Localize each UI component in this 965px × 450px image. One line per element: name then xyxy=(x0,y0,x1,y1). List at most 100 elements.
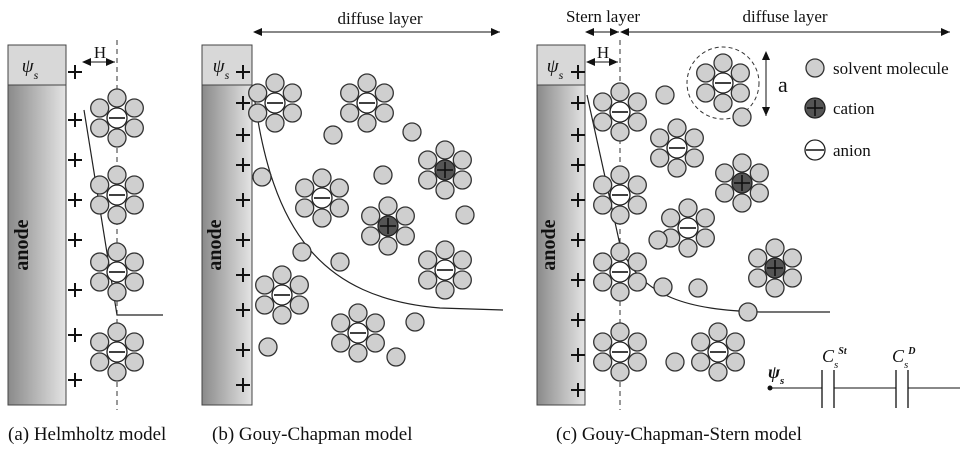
solvent-molecule xyxy=(373,165,393,185)
solvent-molecule xyxy=(610,165,630,185)
solvent-molecule xyxy=(289,275,309,295)
solvent-molecule xyxy=(782,248,802,268)
plus-charge xyxy=(236,268,250,282)
solvent-molecule xyxy=(696,83,716,103)
plus-charge xyxy=(571,65,585,79)
solvent-molecule xyxy=(713,53,733,73)
solvent-molecule xyxy=(255,275,275,295)
solvent-molecule xyxy=(418,250,438,270)
solvent-molecule xyxy=(405,312,425,332)
solvent-molecule xyxy=(732,153,752,173)
plus-charge xyxy=(236,158,250,172)
solvated-anion xyxy=(661,198,715,258)
panel-b-gouy-chapman: ψs anode diffuse layer xyxy=(201,9,504,406)
solvent-molecule xyxy=(107,282,127,302)
solvent-molecule xyxy=(650,128,670,148)
solvent-molecule xyxy=(124,352,144,372)
solvent-molecule xyxy=(678,238,698,258)
size-label: a xyxy=(778,72,788,97)
solvent-molecule xyxy=(265,113,285,133)
solvated-anion xyxy=(593,165,647,225)
solvated-anion xyxy=(90,165,144,225)
solvent-molecule xyxy=(452,170,472,190)
solvent-molecule xyxy=(361,206,381,226)
solvent-molecule xyxy=(748,268,768,288)
solvent-molecule xyxy=(282,103,302,123)
solvent-molecule xyxy=(782,268,802,288)
plus-charge xyxy=(236,343,250,357)
solvent-molecule xyxy=(610,122,630,142)
solvent-molecule xyxy=(90,332,110,352)
solvated-cation xyxy=(361,196,415,256)
plus-charge xyxy=(236,378,250,392)
solvent-molecule xyxy=(331,333,351,353)
solvent-molecule xyxy=(348,343,368,363)
solvent-molecule xyxy=(252,167,272,187)
solvent-molecule xyxy=(248,83,268,103)
solvent-molecule xyxy=(340,83,360,103)
solvent-molecule xyxy=(361,226,381,246)
solvent-molecule xyxy=(323,125,343,145)
solvent-molecule xyxy=(418,170,438,190)
stern-layer-label-c: Stern layer xyxy=(566,7,640,26)
solvent-molecule xyxy=(593,332,613,352)
plus-charge xyxy=(571,273,585,287)
solvent-molecule xyxy=(684,148,704,168)
solvent-molecule xyxy=(357,73,377,93)
solvent-molecule xyxy=(312,168,332,188)
solvent-molecule xyxy=(418,270,438,290)
plus-charge xyxy=(236,303,250,317)
solvated-cation xyxy=(418,140,472,200)
solvated-anion xyxy=(696,53,750,113)
solvent-molecule xyxy=(684,128,704,148)
particles-layer xyxy=(90,53,802,382)
caption-a: (a) Helmholtz model xyxy=(8,424,167,445)
solvated-anion xyxy=(418,240,472,300)
solvent-molecule xyxy=(329,198,349,218)
solvent-molecule xyxy=(725,332,745,352)
solvent-molecule xyxy=(124,252,144,272)
plus-charge xyxy=(571,96,585,110)
solvent-molecule xyxy=(374,103,394,123)
solvated-anion xyxy=(340,73,394,133)
legend-solvent-label: solvent molecule xyxy=(833,59,949,78)
solvent-molecule xyxy=(365,313,385,333)
solvated-anion xyxy=(248,73,302,133)
solvent-molecule xyxy=(378,236,398,256)
solvent-molecule xyxy=(124,118,144,138)
solvated-cation xyxy=(715,153,769,213)
plus-charge xyxy=(571,348,585,362)
solvent-molecule xyxy=(90,118,110,138)
solvated-anion xyxy=(691,322,745,382)
legend-anion-label: anion xyxy=(833,141,871,160)
solvent-molecule xyxy=(435,180,455,200)
solvent-molecule xyxy=(124,332,144,352)
solvent-molecule xyxy=(255,295,275,315)
solvent-molecule xyxy=(90,352,110,372)
solvent-molecule xyxy=(648,230,668,250)
solvent-molecule xyxy=(708,362,728,382)
solvent-molecule xyxy=(732,107,752,127)
solvent-molecule xyxy=(90,272,110,292)
legend-cation-label: cation xyxy=(833,99,875,118)
solvent-molecule xyxy=(124,175,144,195)
plus-charge xyxy=(68,283,82,297)
solvated-anion xyxy=(593,82,647,142)
solvated-anion xyxy=(90,242,144,302)
solvent-molecule xyxy=(340,103,360,123)
plus-charge xyxy=(571,193,585,207)
solvent-molecule xyxy=(452,250,472,270)
solvent-molecule xyxy=(715,163,735,183)
circuit-input-label: ψs xyxy=(768,362,784,387)
solvent-molecule xyxy=(650,148,670,168)
solvent-molecule xyxy=(610,322,630,342)
solvent-molecule xyxy=(593,112,613,132)
solvent-molecule xyxy=(292,242,312,262)
plus-charge xyxy=(571,313,585,327)
anode-label-a: anode xyxy=(11,219,33,270)
solvent-molecule xyxy=(395,226,415,246)
solvated-anion xyxy=(593,242,647,302)
plus-charge xyxy=(68,233,82,247)
plus-charge xyxy=(571,383,585,397)
